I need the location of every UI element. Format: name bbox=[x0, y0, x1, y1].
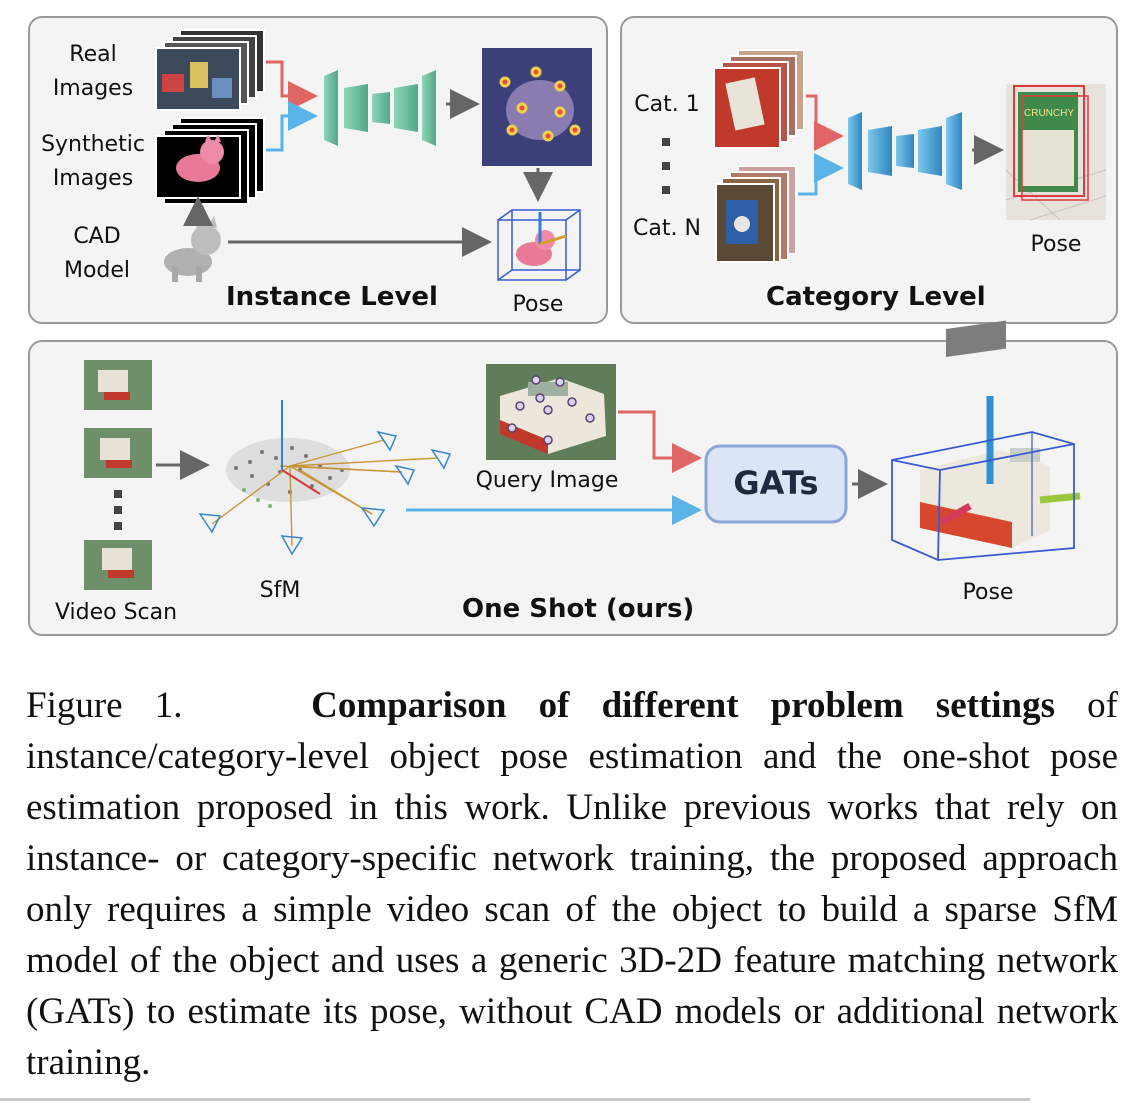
cereal-box-text: CRUNCHY bbox=[1024, 108, 1074, 119]
heatmap-image bbox=[482, 48, 592, 166]
query-image bbox=[486, 364, 616, 460]
gats-box bbox=[704, 444, 848, 524]
instance-network bbox=[324, 70, 436, 146]
sfm-point-cloud bbox=[198, 400, 452, 556]
gats-label: GATs bbox=[733, 464, 819, 502]
vertical-dots bbox=[662, 138, 670, 194]
one-shot-title: One Shot (ours) bbox=[462, 594, 695, 624]
cad-cat-model bbox=[164, 216, 221, 282]
instance-pose-box bbox=[497, 209, 581, 281]
figure-caption: Figure 1. Comparison of different proble… bbox=[26, 680, 1118, 1088]
instance-pose-label: Pose bbox=[512, 292, 564, 317]
category-network bbox=[848, 112, 962, 190]
real-images-label: Real Images bbox=[52, 42, 134, 101]
caption-text: of instance/category-level object pose e… bbox=[26, 685, 1119, 1083]
real-images-stack bbox=[155, 29, 265, 111]
video-scan-frames bbox=[84, 360, 152, 590]
caption-label: Figure 1. bbox=[26, 685, 183, 726]
caption-bold: Comparison of different problem settings bbox=[311, 685, 1056, 726]
vertical-dots-video bbox=[114, 490, 122, 530]
catN-images-stack bbox=[715, 165, 797, 263]
one-shot-pose-label: Pose bbox=[962, 580, 1014, 605]
category-level-title: Category Level bbox=[766, 282, 986, 312]
query-image-label: Query Image bbox=[475, 468, 619, 493]
cat-n-label: Cat. N bbox=[633, 216, 701, 241]
video-scan-label: Video Scan bbox=[54, 600, 178, 625]
synthetic-images-label: Synthetic Images bbox=[41, 132, 145, 191]
cat-1-label: Cat. 1 bbox=[634, 92, 700, 117]
synthetic-images-stack bbox=[155, 117, 265, 205]
one-shot-pose-box bbox=[891, 320, 1081, 561]
instance-level-title: Instance Level bbox=[226, 282, 438, 312]
bottom-rule bbox=[0, 1098, 1030, 1101]
figure-graphics: CRUNCHY bbox=[84, 29, 1107, 590]
category-pose-label: Pose bbox=[1030, 232, 1082, 257]
cat1-images-stack bbox=[713, 49, 805, 149]
category-pose-image: CRUNCHY bbox=[1005, 84, 1107, 221]
sfm-label: SfM bbox=[259, 578, 301, 603]
cad-model-label: CAD Model bbox=[63, 224, 131, 283]
